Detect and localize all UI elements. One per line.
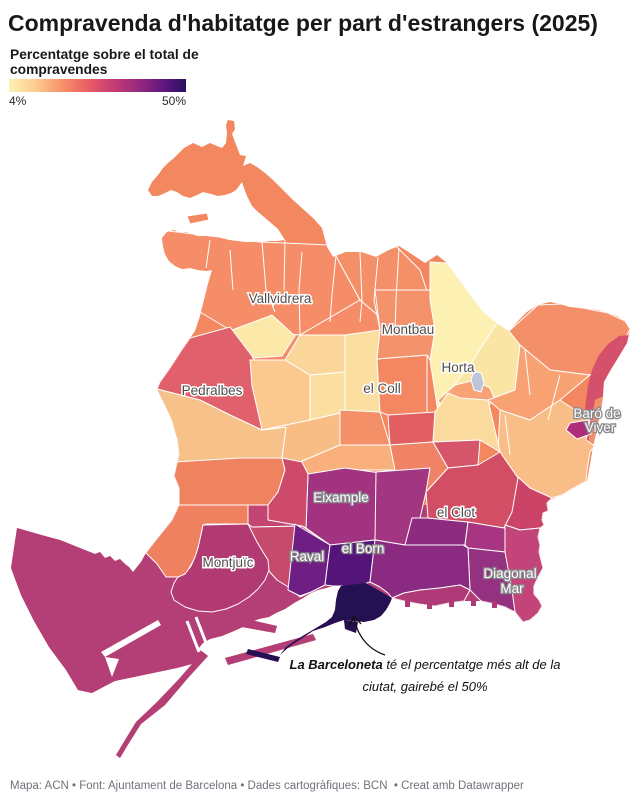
- svg-text:Horta: Horta: [441, 360, 475, 375]
- svg-text:el Born: el Born: [342, 541, 385, 556]
- svg-text:Montbau: Montbau: [382, 322, 435, 337]
- svg-text:Mar: Mar: [500, 581, 524, 596]
- svg-text:Montjuïc: Montjuïc: [202, 555, 253, 570]
- svg-text:Eixample: Eixample: [313, 490, 369, 505]
- svg-text:Pedralbes: Pedralbes: [182, 383, 243, 398]
- svg-text:ciutat, gairebé el 50%: ciutat, gairebé el 50%: [362, 679, 487, 694]
- svg-text:Vallvidrera: Vallvidrera: [249, 291, 312, 306]
- svg-text:Diagonal: Diagonal: [483, 566, 536, 581]
- svg-text:Viver: Viver: [585, 420, 616, 435]
- svg-text:Baró de: Baró de: [573, 406, 620, 421]
- svg-text:el Clot: el Clot: [437, 505, 476, 520]
- svg-text:La Barceloneta té el percentat: La Barceloneta té el percentatge més alt…: [290, 657, 561, 672]
- svg-text:Raval: Raval: [290, 549, 325, 564]
- svg-text:el Coll: el Coll: [363, 381, 401, 396]
